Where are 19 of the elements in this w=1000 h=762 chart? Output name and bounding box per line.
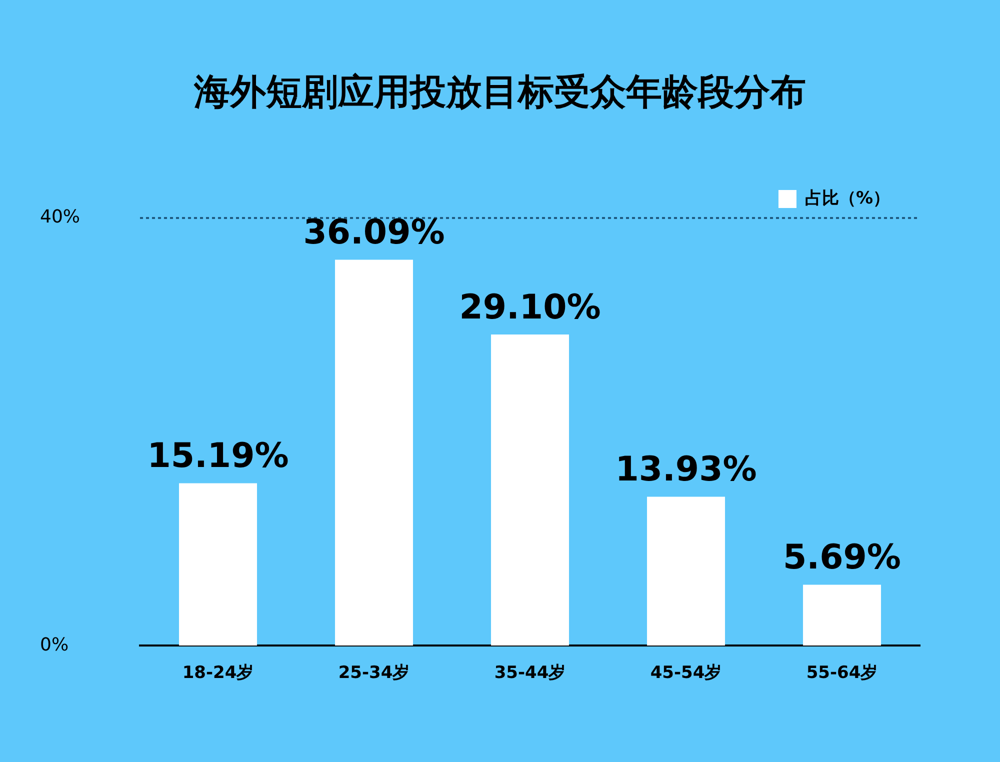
text: 15.19% xyxy=(147,436,289,476)
x-tick-label: 18-24岁 xyxy=(182,663,254,684)
y-tick-label: 40% xyxy=(40,206,80,228)
text: 13.93% xyxy=(615,450,757,490)
text: 29.10% xyxy=(459,287,601,328)
x-tick-label: 35-44岁 xyxy=(494,663,566,684)
legend-label: 占比（%） xyxy=(804,188,890,208)
x-tick-label: 55-64岁 xyxy=(806,663,878,684)
bar xyxy=(647,496,725,646)
bar xyxy=(803,584,881,646)
y-tick-label: 0% xyxy=(40,634,69,656)
bar xyxy=(491,334,570,646)
x-tick-label: 25-34岁 xyxy=(338,663,410,684)
text: 5.69% xyxy=(783,538,901,578)
x-tick-label: 45-54岁 xyxy=(650,663,722,684)
bar xyxy=(335,260,414,646)
chart-title: 海外短剧应用投放目标受众年龄段分布 xyxy=(192,71,807,115)
text: 36.09% xyxy=(303,212,445,253)
bar xyxy=(179,483,258,646)
